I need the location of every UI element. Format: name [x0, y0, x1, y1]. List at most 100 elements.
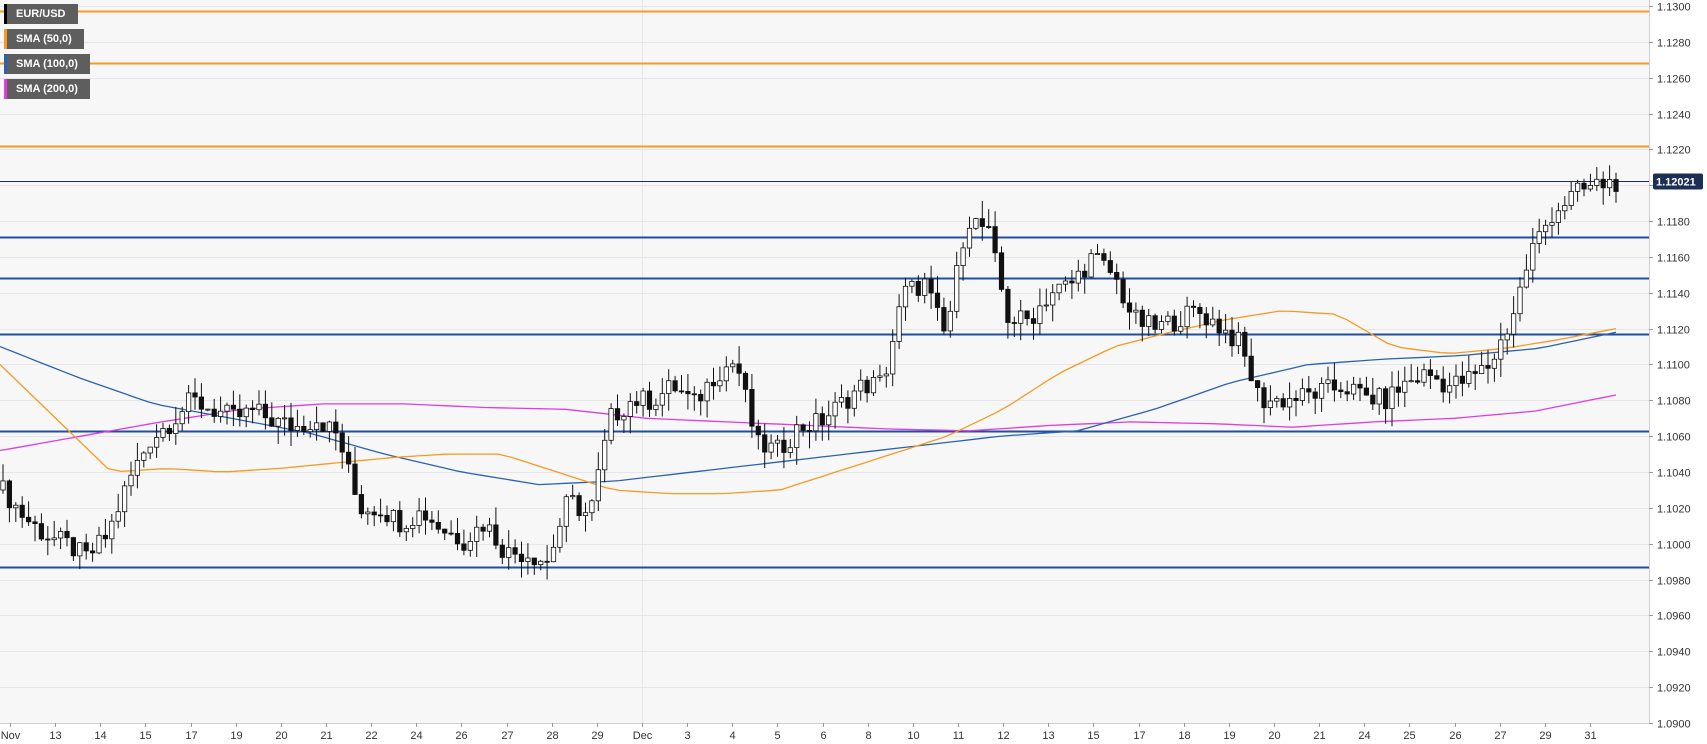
x-tick-label: 21: [1313, 730, 1325, 742]
candle-body: [1370, 394, 1376, 405]
candle-body: [723, 366, 729, 382]
candle: [128, 461, 134, 496]
candle: [1306, 376, 1312, 404]
candle-body: [1126, 302, 1133, 313]
candle-body: [659, 393, 665, 406]
candle-body: [25, 516, 32, 523]
candle-body: [102, 534, 108, 540]
legend-item-sma50[interactable]: SMA (50,0): [4, 29, 84, 49]
candle: [691, 386, 697, 411]
candle-body: [570, 495, 576, 498]
candle: [1178, 311, 1184, 335]
candle-body: [1594, 178, 1600, 186]
candle-body: [77, 542, 83, 557]
candle-body: [1607, 179, 1613, 189]
candle: [230, 390, 236, 427]
candle-body: [13, 504, 19, 509]
candle-body: [710, 381, 717, 387]
candle-body: [634, 401, 640, 406]
candle-body: [947, 310, 953, 332]
candle: [1415, 366, 1421, 385]
candle: [416, 497, 422, 534]
candle-body: [1479, 365, 1485, 375]
candle: [211, 398, 217, 423]
candle: [1491, 353, 1497, 382]
candle-body: [550, 546, 557, 563]
legend-item-sma200[interactable]: SMA (200,0): [4, 79, 90, 99]
candle-body: [281, 417, 288, 420]
candle: [563, 494, 569, 543]
candle: [499, 538, 505, 565]
candle: [890, 329, 896, 387]
candle-body: [768, 442, 774, 453]
candle: [704, 378, 710, 418]
candle-body: [646, 390, 653, 410]
candle: [384, 505, 390, 527]
y-tick-label: 1.1060: [1657, 432, 1691, 444]
candle-body: [813, 413, 819, 432]
x-tick-label: 17: [1133, 730, 1145, 742]
x-tick-label: 19: [230, 730, 242, 742]
candle-body: [377, 514, 384, 517]
candle: [1363, 376, 1369, 396]
candle-body: [1293, 397, 1299, 401]
candle-body: [390, 509, 397, 523]
candle: [1536, 218, 1542, 254]
candle-body: [499, 544, 505, 558]
candle-body: [474, 526, 480, 542]
candle: [442, 528, 448, 540]
candle: [877, 364, 883, 382]
candle: [1126, 288, 1133, 330]
candle: [1011, 316, 1017, 337]
candle: [710, 367, 717, 400]
candle: [544, 545, 550, 580]
candle: [166, 424, 172, 441]
candle-body: [51, 537, 57, 541]
candle-body: [307, 429, 313, 433]
candle: [1190, 300, 1197, 318]
candle: [864, 376, 870, 403]
candle-body: [1338, 389, 1344, 393]
candle-body: [512, 547, 518, 555]
candle-body: [416, 510, 422, 526]
candle-body: [1434, 375, 1440, 380]
legend-item-eurusd[interactable]: EUR/USD: [4, 4, 78, 24]
candle-body: [397, 509, 403, 533]
x-tick-label: 25: [1403, 730, 1415, 742]
candle-body: [237, 408, 243, 418]
candle: [1568, 181, 1574, 210]
candle: [403, 525, 409, 541]
candle-body: [1133, 309, 1139, 313]
candle: [1447, 372, 1453, 404]
candle: [96, 526, 102, 555]
candle-body: [429, 519, 435, 523]
candle-body: [838, 397, 845, 403]
candle: [1600, 171, 1606, 205]
candle-body: [582, 512, 589, 517]
x-tick-label: 22: [365, 730, 377, 742]
candle-body: [1472, 371, 1478, 374]
candle-body: [461, 543, 467, 551]
candle: [493, 507, 499, 550]
candle: [1395, 370, 1401, 407]
candle: [461, 529, 467, 556]
candle-body: [845, 397, 851, 409]
candle-body: [979, 218, 985, 227]
candle: [448, 520, 454, 536]
legend-item-sma100[interactable]: SMA (100,0): [4, 54, 90, 74]
candle-body: [704, 381, 710, 402]
candle: [173, 407, 179, 445]
x-axis: Nov 13 14 15 17 19 20 21 22 24 26 27 28 29 Dec 3 4 5 6 8 10 1…: [1, 723, 1597, 742]
x-tick-label: 13: [49, 730, 61, 742]
candle: [1210, 306, 1216, 328]
candle-body: [64, 531, 70, 539]
candle-body: [249, 407, 256, 411]
candle-body: [1440, 378, 1446, 393]
candle: [454, 518, 461, 551]
legend-label: SMA (200,0): [16, 83, 78, 95]
candle-body: [1043, 304, 1049, 307]
candle: [806, 421, 813, 449]
candle-body: [1210, 318, 1216, 326]
x-tick-label: 26: [455, 730, 467, 742]
candle-body: [608, 408, 614, 441]
